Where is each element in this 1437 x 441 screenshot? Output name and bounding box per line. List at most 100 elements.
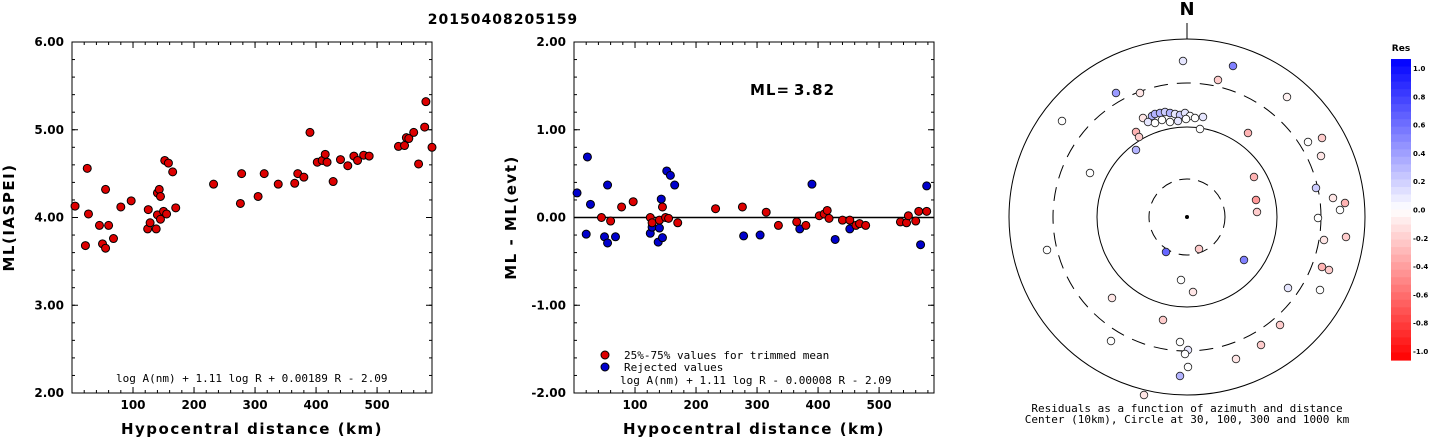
p1-data-point — [101, 184, 111, 194]
p3-station-marker — [1139, 390, 1149, 400]
p2-rejected-point — [916, 240, 926, 250]
p3-station-marker — [1328, 193, 1338, 203]
p3-station-marker — [1195, 124, 1205, 134]
panel-ml-iaspei: 100 200 300 400 500 2.00 3.00 4.00 5.00 6.00 Hypoc… — [0, 35, 437, 438]
p3-station-marker — [1252, 207, 1262, 217]
p3-station-marker — [1190, 113, 1200, 123]
p2-xtick-label: 200 — [684, 398, 709, 412]
p3-colorbar-segment — [1391, 201, 1411, 211]
p3-station-marker — [1317, 133, 1327, 143]
p3-station-marker — [1173, 116, 1183, 126]
p1-data-point — [162, 209, 172, 219]
p2-rejected-point — [585, 199, 595, 209]
p2-ytick-label: 2.00 — [536, 35, 566, 49]
p2-legend-rejected-label: Rejected values — [624, 361, 723, 374]
p2-rejected-point — [581, 229, 591, 239]
p3-north-label: N — [1179, 0, 1194, 20]
p1-data-point — [151, 224, 161, 234]
p3-station-marker — [1157, 115, 1167, 125]
p3-station-marker — [1143, 117, 1153, 127]
p3-colorbar-segment — [1391, 74, 1411, 83]
p3-station-marker — [1249, 172, 1259, 182]
p2-trimmed-point — [711, 204, 721, 214]
p3-colorbar-segment — [1391, 337, 1411, 346]
p3-colorbar-segment — [1391, 126, 1411, 135]
p3-colorbar-segment — [1391, 96, 1411, 105]
p3-colorbar-segment — [1391, 299, 1411, 308]
p3-colorbar-segment — [1391, 66, 1411, 75]
p2-trimmed-point — [606, 216, 616, 226]
p3-colorbar-segment — [1391, 232, 1411, 241]
p1-data-point — [171, 203, 181, 213]
p3-station-marker — [1317, 262, 1327, 272]
p2-trimmed-point — [837, 215, 847, 225]
p2-legend-trimmed-marker — [600, 350, 610, 360]
p2-rejected-point — [656, 194, 666, 204]
p3-station-marker — [1228, 61, 1238, 71]
p3-colorbar-segment — [1391, 217, 1411, 226]
p2-rejected-point — [739, 231, 749, 241]
p3-station-marker — [1161, 247, 1171, 257]
p2-trimmed-point — [845, 215, 855, 225]
p3-colorbar-segment — [1391, 149, 1411, 158]
p1-data-point — [409, 127, 419, 137]
p3-colorbar-segment — [1391, 322, 1411, 331]
p2-rejected-point — [603, 238, 613, 248]
p2-rejected-point — [807, 179, 817, 189]
p3-station-marker — [1057, 116, 1067, 126]
p3-station-marker — [1251, 195, 1261, 205]
p2-trimmed-point — [664, 213, 674, 223]
p1-data-point — [322, 157, 332, 167]
p2-rejected-point — [830, 234, 840, 244]
p3-colorbar-segment — [1391, 59, 1411, 68]
p3-station-marker — [1188, 287, 1198, 297]
p1-data-point — [80, 241, 90, 251]
p3-colorbar-segment — [1391, 104, 1411, 113]
p2-trimmed-point — [824, 213, 834, 223]
p1-xtick-label: 100 — [120, 398, 145, 412]
p3-station-marker — [1341, 232, 1351, 242]
p3-colorbar-segment — [1391, 111, 1411, 120]
p2-trimmed-point — [911, 216, 921, 226]
p3-colorbar-tick-label: 0.8 — [1413, 93, 1426, 101]
p2-xtick-label: 100 — [622, 398, 647, 412]
p1-data-point — [168, 167, 178, 177]
p3-station-marker — [1324, 265, 1334, 275]
p2-trimmed-point — [647, 218, 657, 228]
p2-xtick-label: 300 — [745, 398, 770, 412]
p1-data-point — [94, 220, 104, 230]
p2-ytick-label: -2.00 — [531, 386, 566, 400]
p2-ytick-label: -1.00 — [531, 298, 566, 312]
p2-trimmed-point — [617, 202, 627, 212]
p3-colorbar-segment — [1391, 307, 1411, 316]
p1-data-point — [328, 177, 338, 187]
panel-residuals: 100 200 300 400 500 -2.00 -1.00 0.00 1.00 2.00 Hyp… — [502, 35, 935, 438]
p2-ytick-label: 0.00 — [536, 211, 566, 225]
p3-station-marker — [1213, 75, 1223, 85]
p2-rejected-point — [572, 188, 582, 198]
p2-trimmed-point — [737, 202, 747, 212]
p3-station-marker — [1107, 293, 1117, 303]
p3-colorbar-segment — [1391, 344, 1411, 354]
p1-data-point — [335, 155, 345, 165]
p3-colorbar-tick-label: -1.0 — [1413, 348, 1428, 356]
p3-station-marker — [1282, 92, 1292, 102]
p2-y-axis-label: ML - ML(evt) — [502, 155, 520, 279]
figure-title: 20150408205159 — [428, 12, 578, 28]
p1-data-point — [364, 151, 374, 161]
p1-data-point — [253, 191, 263, 201]
p3-colorbar-segment — [1391, 164, 1411, 173]
p1-ytick-label: 6.00 — [34, 35, 64, 49]
p3-station-marker — [1175, 371, 1185, 381]
p3-station-marker — [1194, 244, 1204, 254]
p3-station-marker — [1111, 88, 1121, 98]
p3-station-marker — [1158, 315, 1168, 325]
p2-trimmed-point — [596, 213, 606, 222]
p1-data-point — [101, 243, 111, 253]
p2-ml-label: ML= — [750, 81, 790, 99]
p3-colorbar-segment — [1391, 262, 1411, 271]
p2-trimmed-point — [657, 202, 667, 212]
p3-colorbar-tick-label: 1.0 — [1413, 65, 1426, 73]
p1-data-point — [108, 234, 118, 244]
p1-data-point — [299, 172, 309, 182]
